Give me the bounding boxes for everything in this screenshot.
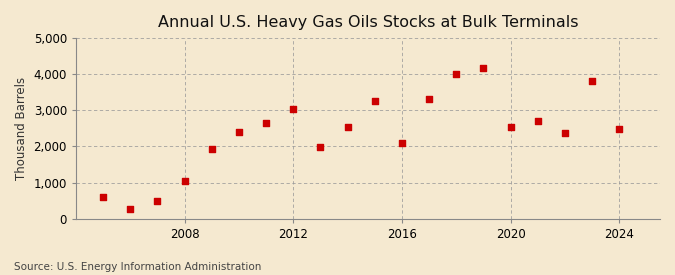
Point [424,97,435,101]
Y-axis label: Thousand Barrels: Thousand Barrels [15,77,28,180]
Point [478,65,489,70]
Point [560,131,570,135]
Point [180,178,190,183]
Point [261,121,271,125]
Point [234,130,244,134]
Point [342,125,353,130]
Point [288,106,298,111]
Point [315,145,326,149]
Point [125,207,136,211]
Point [614,127,624,131]
Point [152,199,163,204]
Point [98,195,109,199]
Point [533,119,543,123]
Point [396,141,407,145]
Point [587,79,597,83]
Point [505,124,516,129]
Point [451,71,462,76]
Text: Source: U.S. Energy Information Administration: Source: U.S. Energy Information Administ… [14,262,261,272]
Point [207,147,217,152]
Title: Annual U.S. Heavy Gas Oils Stocks at Bulk Terminals: Annual U.S. Heavy Gas Oils Stocks at Bul… [158,15,578,30]
Point [369,99,380,103]
